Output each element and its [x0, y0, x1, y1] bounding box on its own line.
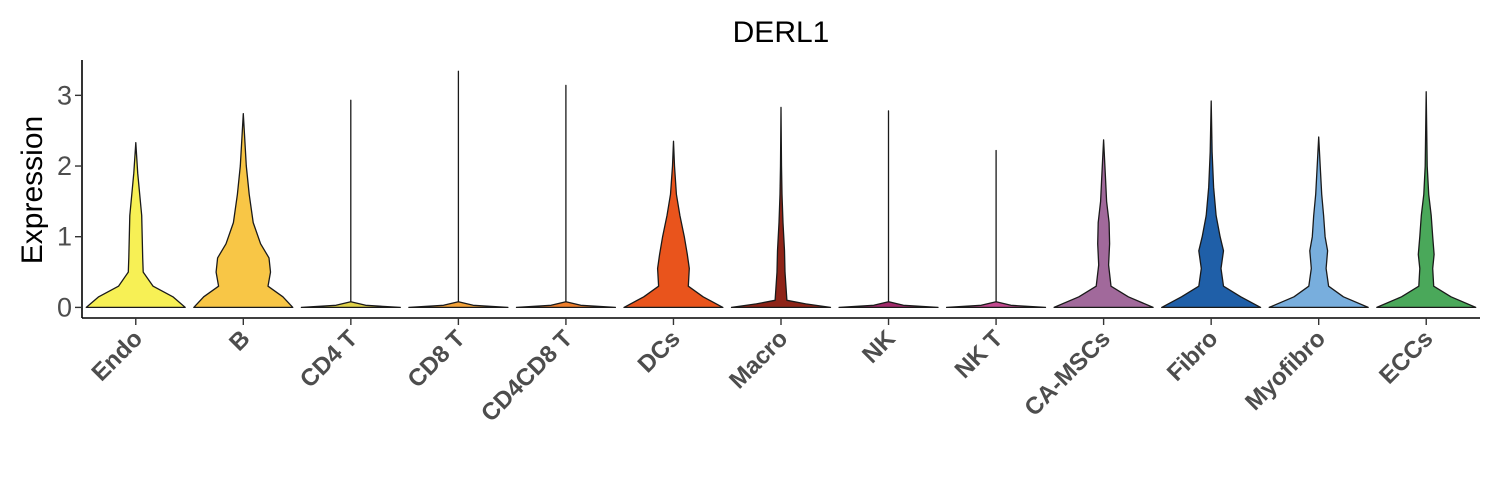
x-tick-label: Myofibro	[1240, 325, 1331, 416]
violin-fibro	[1161, 100, 1262, 309]
x-tick-label: CD4CD8 T	[476, 325, 578, 427]
x-tick-label: Fibro	[1162, 325, 1224, 387]
x-tick-label: NK T	[950, 325, 1009, 384]
x-tick-label: Endo	[86, 325, 148, 387]
violins-group	[85, 70, 1477, 309]
x-tick-label: Macro	[724, 325, 793, 394]
y-tick-label: 1	[57, 222, 72, 252]
y-axis-label: Expression	[16, 116, 49, 264]
x-tick-label: ECCs	[1374, 325, 1438, 389]
x-tick-label: DCs	[633, 325, 686, 378]
x-axis: Endo B CD4 T CD8 T CD4CD8 T DCs Macro NK NK T CA-…	[82, 317, 1480, 427]
x-tick-label: CD8 T	[403, 325, 471, 393]
y-axis: 0 1 2 3	[57, 60, 83, 322]
y-tick-label: 3	[57, 80, 72, 110]
y-tick-label: 2	[57, 151, 72, 181]
violin-cd4cd8-t	[515, 84, 617, 309]
y-tick-label: 0	[57, 292, 72, 322]
violin-dcs	[623, 140, 724, 309]
x-tick-label: CD4 T	[295, 325, 363, 393]
violin-ca-mscs	[1053, 139, 1154, 309]
violin-b	[193, 113, 294, 309]
violin-macro	[730, 106, 832, 309]
chart-title: DERL1	[733, 16, 830, 49]
violin-nk-t	[945, 149, 1047, 309]
violin-myofibro	[1268, 136, 1369, 309]
violin-cd8-t	[408, 70, 509, 309]
x-tick-label: CA-MSCs	[1019, 325, 1115, 421]
violin-nk	[838, 110, 939, 309]
violin-eccs	[1376, 91, 1477, 309]
violin-cd4-t	[300, 99, 401, 309]
violin-endo	[85, 142, 186, 309]
x-tick-label: B	[224, 325, 255, 356]
x-tick-label: NK	[857, 325, 901, 369]
